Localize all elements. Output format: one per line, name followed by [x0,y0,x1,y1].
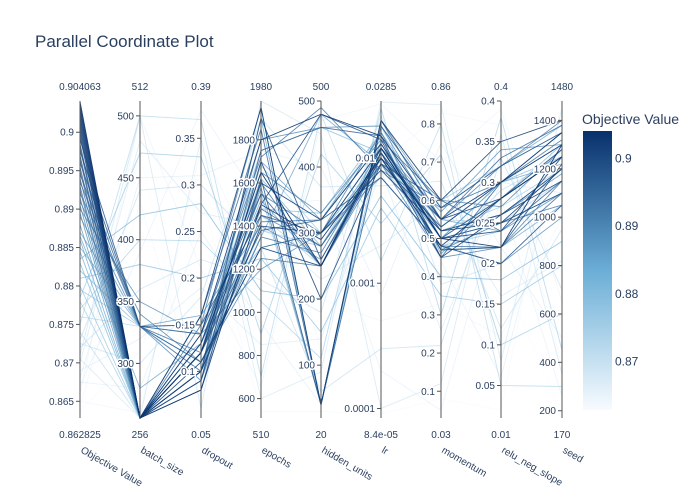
axis-tick-label: 200 [298,295,315,306]
axis-title: Objective Value [79,445,145,489]
axis-min-label: 20 [315,430,327,441]
colorbar-title: Objective Value [582,111,679,127]
axis-tick-label: 600 [539,309,556,320]
colorbar-tick-label: 0.89 [615,219,639,233]
axis-min-label: 8.4e-05 [364,430,398,441]
axis-tick-label: 1800 [233,135,256,146]
axis-tick-label: 0.15 [476,300,496,311]
axis-tick-label: 0.3 [181,180,195,191]
axis-tick-label: 0.6 [421,196,435,207]
axis-seed[interactable]: 200 400 600 800 1000 1200 1400 1480 170 seed [532,82,585,465]
axis-max-label: 0.39 [191,82,211,93]
axis-max-label: 0.4 [494,82,508,93]
axis-title: relu_neg_slope [500,445,565,489]
axis-title: hidden_units [320,445,375,483]
axis-tick-label: 1400 [534,116,557,127]
colorbar-tick-label: 0.88 [615,287,639,301]
axis-min-label: 256 [132,430,149,441]
axis-min-label: 0.01 [491,430,511,441]
axis-tick-label: 0.0001 [344,404,375,415]
axis-tick-label: 0.05 [476,381,496,392]
colorbar-tick-label: 0.9 [615,151,632,165]
axis-tick-label: 0.35 [476,137,496,148]
axis-tick-label: 450 [117,173,134,184]
axis-tick-label: 0.1 [481,340,495,351]
axis-tick-label: 200 [539,406,556,417]
axis-title: batch_size [139,445,186,479]
axis-tick-label: 1400 [233,222,256,233]
axis-tick-label: 1000 [534,213,557,224]
axis-lr[interactable]: 0.0001 0.001 0.01 0.0285 8.4e-05 lr [343,82,398,458]
axis-tick-label: 0.3 [421,310,435,321]
axis-max-label: 1980 [250,82,273,93]
axis-tick-label: 0.8 [421,119,435,130]
axis-tick-label: 0.4 [481,97,495,108]
axis-min-label: 0.05 [191,430,211,441]
axis-min-label: 0.03 [431,430,451,441]
axis-dropout[interactable]: 0.1 0.15 0.2 0.25 0.3 0.35 0.39 0.05 dropout [174,82,235,472]
axis-tick-label: 0.3 [481,178,495,189]
axis-max-label: 1480 [551,82,574,93]
axis-title: epochs [260,445,293,471]
axis-tick-label: 0.1 [421,387,435,398]
axis-tick-label: 0.001 [350,279,375,290]
axis-tick-label: 0.25 [176,227,196,238]
axis-tick-label: 1000 [233,308,256,319]
axis-tick-label: 1200 [233,265,256,276]
colorbar-gradient [583,131,612,410]
axis-tick-label: 0.15 [176,320,196,331]
axis-max-label: 500 [313,82,330,93]
colorbar-tick-label: 0.87 [615,354,639,368]
axis-tick-label: 0.875 [49,320,74,331]
axis-tick-label: 0.87 [55,358,75,369]
axis-tick-label: 800 [238,351,255,362]
axis-tick-label: 400 [298,163,315,174]
axis-tick-label: 0.4 [421,272,435,283]
axis-tick-label: 0.885 [49,243,74,254]
axis-tick-label: 0.1 [181,367,195,378]
axis-tick-label: 500 [298,97,315,108]
axis-tick-label: 0.25 [476,218,496,229]
axis-tick-label: 400 [117,235,134,246]
axis-tick-label: 0.2 [421,349,435,360]
axis-max-label: 512 [132,82,149,93]
axis-title: momentum [440,445,489,480]
axis-tick-label: 0.895 [49,166,74,177]
axis-tick-label: 300 [298,229,315,240]
axis-max-label: 0.86 [431,82,451,93]
axis-tick-label: 300 [117,359,134,370]
axis-max-label: 0.904063 [59,82,101,93]
axis-tick-label: 0.9 [60,128,74,139]
axis-tick-label: 0.89 [55,205,75,216]
axis-tick-label: 1200 [534,164,557,175]
axis-tick-label: 400 [539,358,556,369]
axis-tick-label: 100 [298,361,315,372]
axis-tick-label: 0.01 [356,153,376,164]
axis-title: seed [561,445,585,465]
axis-tick-label: 0.5 [421,234,435,245]
axis-tick-label: 0.2 [181,274,195,285]
axis-min-label: 0.862825 [59,430,101,441]
chart-title: Parallel Coordinate Plot [35,32,214,51]
axis-min-label: 170 [554,430,571,441]
axis-title: dropout [200,445,235,472]
axis-tick-label: 500 [117,111,134,122]
axis-max-label: 0.0285 [366,82,397,93]
axis-tick-label: 0.2 [481,259,495,270]
axis-title: lr [380,445,391,458]
axis-tick-label: 0.865 [49,397,74,408]
axis-tick-label: 350 [117,297,134,308]
axis-tick-label: 600 [238,394,255,405]
axis-tick-label: 0.7 [421,158,435,169]
axis-tick-label: 1600 [233,178,256,189]
axis-tick-label: 800 [539,261,556,272]
axis-min-label: 510 [253,430,270,441]
colorbar: Objective Value 0.87 0.88 0.89 0.9 [582,111,679,410]
axis-tick-label: 0.35 [176,134,196,145]
axis-tick-label: 0.88 [55,281,75,292]
